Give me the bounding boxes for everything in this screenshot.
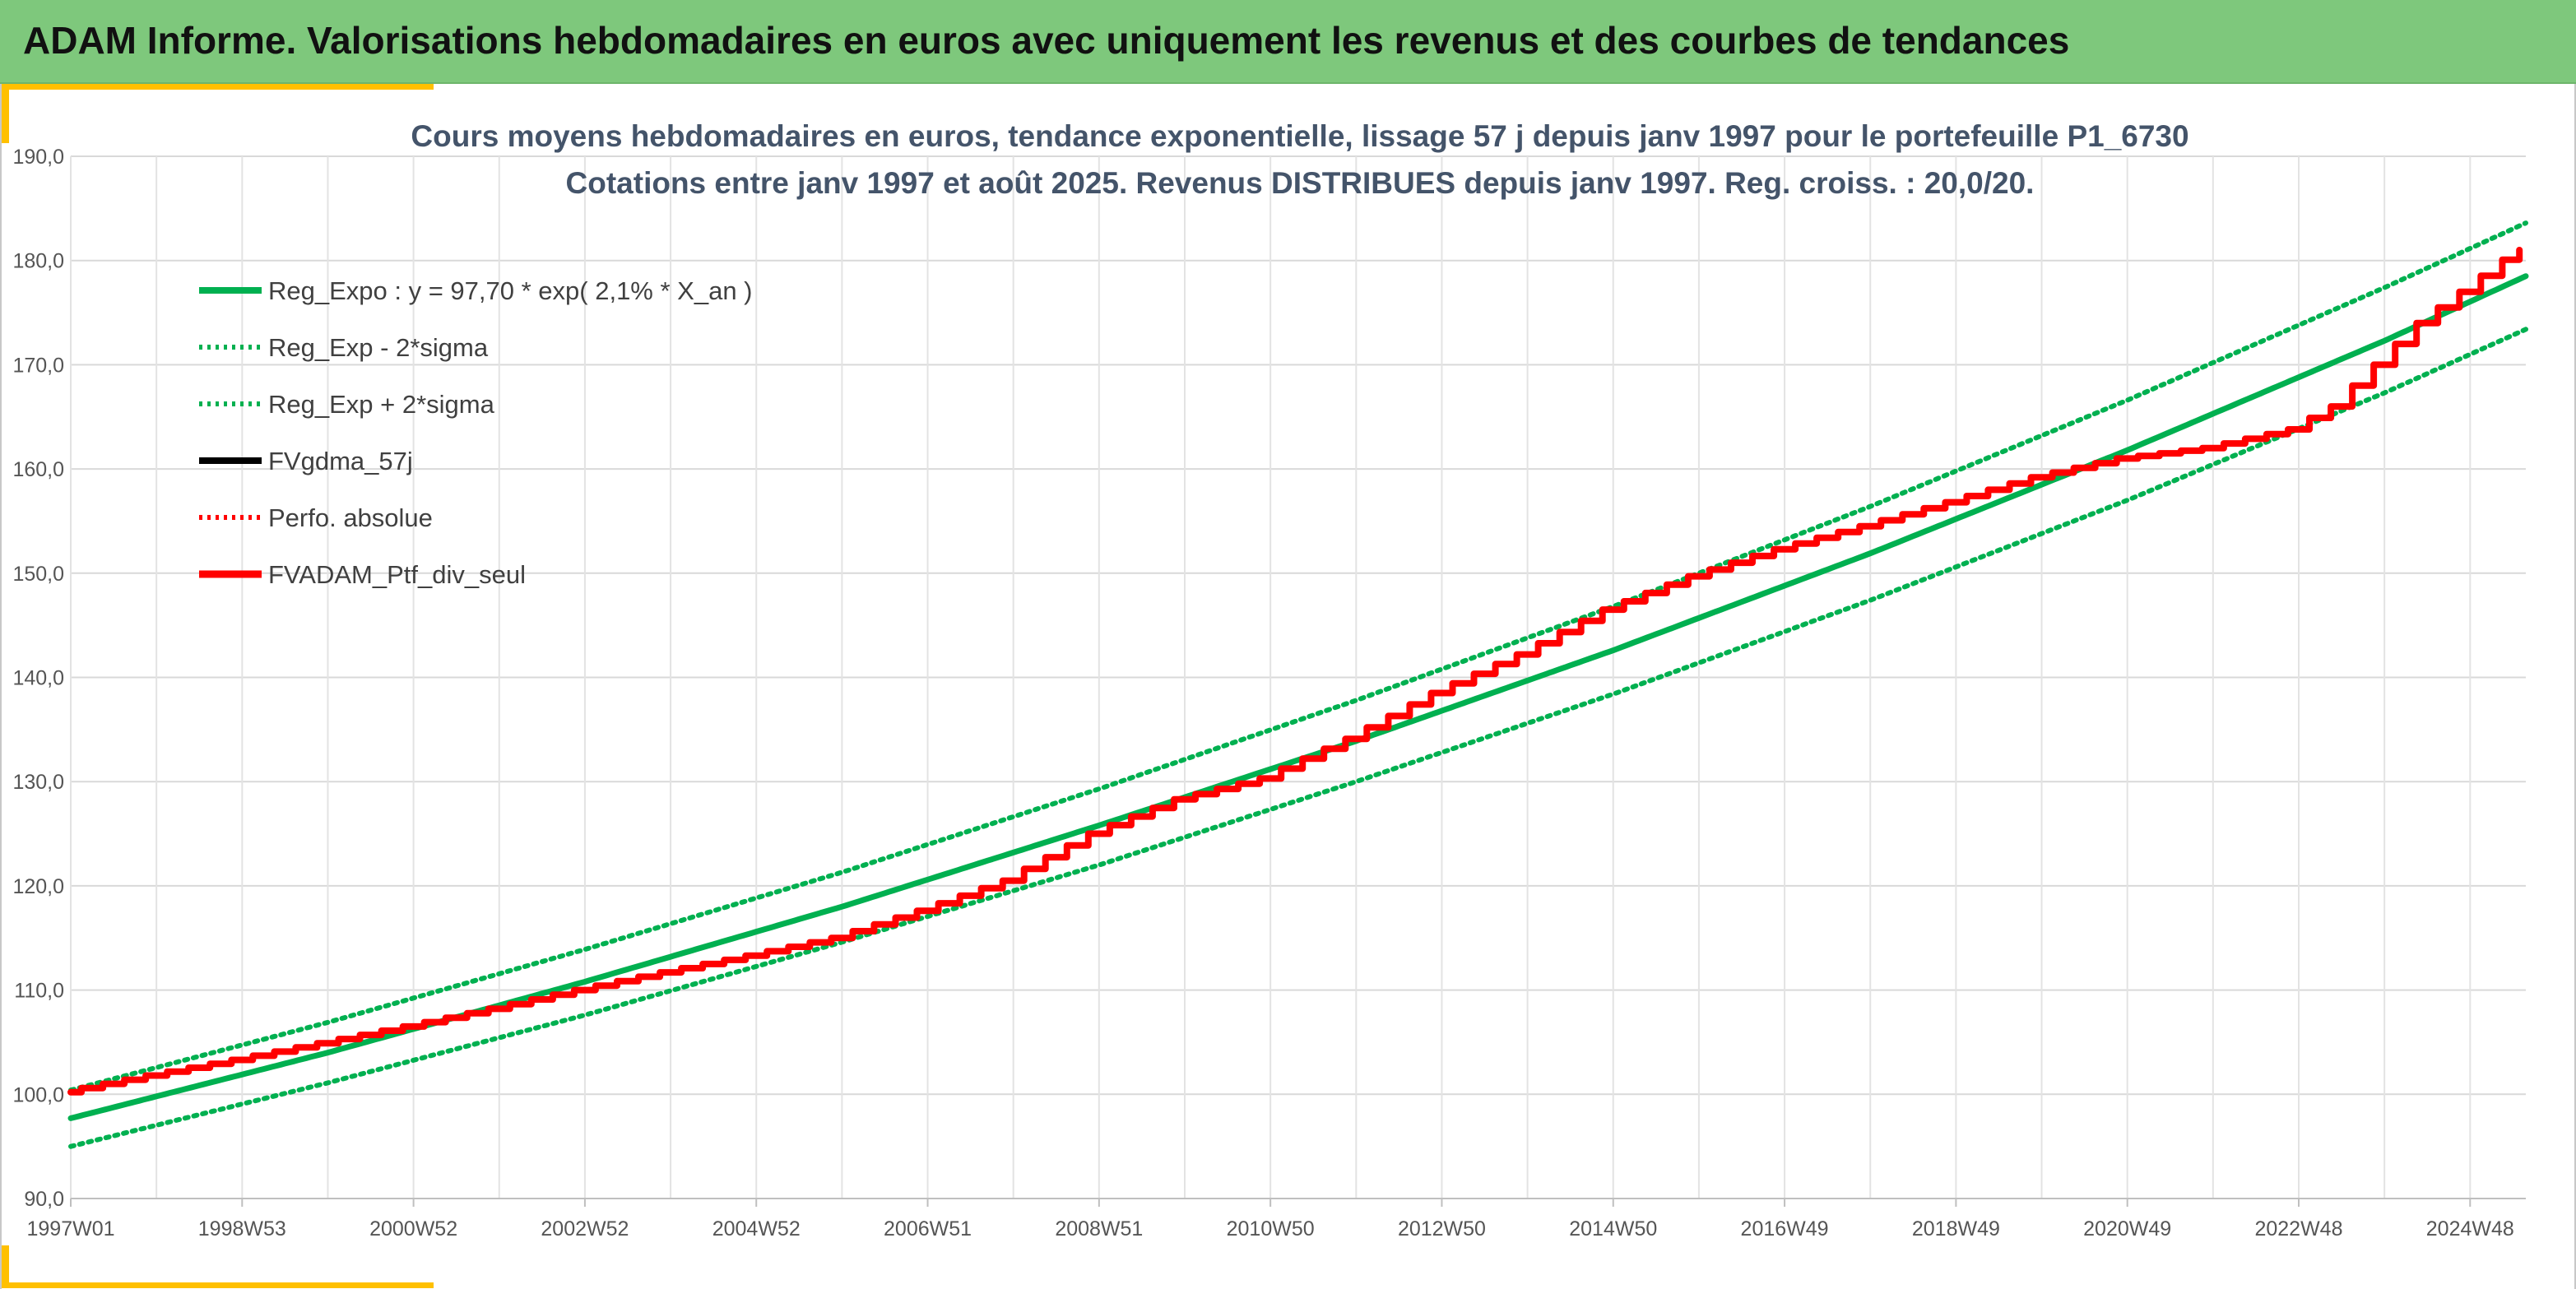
line-chart: Cours moyens hebdomadaires en euros, ten…: [12, 119, 2529, 1240]
header-banner: ADAM Informe. Valorisations hebdomadaire…: [0, 0, 2576, 84]
legend-label-reg-exp-plus: Reg_Exp + 2*sigma: [268, 390, 495, 419]
chart-series: [67, 220, 2529, 1149]
chart-legend: Reg_Expo : y = 97,70 * exp( 2,1% * X_an …: [199, 276, 753, 589]
x-tick-label: 2020W49: [2083, 1217, 2171, 1240]
x-tick-label: 2000W52: [369, 1217, 457, 1240]
legend-label-reg-expo: Reg_Expo : y = 97,70 * exp( 2,1% * X_an …: [268, 276, 753, 305]
chart-title-line-1: Cours moyens hebdomadaires en euros, ten…: [411, 119, 2188, 153]
chart-title-line-2: Cotations entre janv 1997 et août 2025. …: [566, 166, 2035, 200]
y-tick-label: 190,0: [12, 146, 64, 169]
series-fvgdma: [69, 248, 2521, 1094]
x-tick-label: 2002W52: [541, 1217, 629, 1240]
x-tick-label: 2024W48: [2426, 1217, 2514, 1240]
x-tick-label: 2014W50: [1569, 1217, 1657, 1240]
x-tick-label: 1997W01: [26, 1217, 114, 1240]
accent-bar-bottom-left: [2, 1245, 9, 1288]
accent-bar-left: [2, 84, 9, 143]
y-tick-label: 130,0: [12, 771, 64, 794]
x-tick-label: 2004W52: [712, 1217, 801, 1240]
legend-label-fvgdma: FVgdma_57j: [268, 447, 413, 475]
y-tick-label: 120,0: [12, 875, 64, 898]
legend-label-perfo-absolue: Perfo. absolue: [268, 503, 433, 532]
y-tick-label: 100,0: [12, 1083, 64, 1106]
series-reg-exp-plus: [68, 220, 2528, 1093]
legend-label-reg-exp-minus: Reg_Exp - 2*sigma: [268, 333, 489, 362]
y-tick-label: 110,0: [14, 980, 64, 1003]
x-tick-label: 2006W51: [884, 1217, 972, 1240]
x-tick-label: 2010W50: [1227, 1217, 1315, 1240]
y-tick-label: 170,0: [12, 354, 64, 377]
chart-axes: 90,0 100,0 110,0 120,0 130,0 140,0 150,0 160,0 1…: [12, 146, 2526, 1240]
x-tick-label: 1998W53: [198, 1217, 286, 1240]
series-reg-exp-minus: [68, 327, 2528, 1149]
chart-frame: Cours moyens hebdomadaires en euros, ten…: [0, 84, 2576, 1289]
x-tick-label: 2008W51: [1055, 1217, 1143, 1240]
y-tick-label: 140,0: [12, 667, 64, 690]
y-tick-label: 150,0: [12, 563, 64, 586]
chart-grid: [70, 155, 2526, 1199]
legend-label-fvadam: FVADAM_Ptf_div_seul: [268, 560, 526, 589]
x-tick-label: 2012W50: [1398, 1217, 1486, 1240]
x-tick-label: 2022W48: [2254, 1217, 2342, 1240]
x-tick-label: 2016W49: [1741, 1217, 1829, 1240]
series-fvadam: [67, 247, 2523, 1096]
accent-bar-top: [2, 84, 434, 90]
y-tick-label: 180,0: [12, 250, 64, 273]
page-title: ADAM Informe. Valorisations hebdomadaire…: [23, 19, 2070, 62]
y-tick-label: 160,0: [12, 458, 64, 481]
series-perfo-absolue: [69, 248, 2522, 1094]
x-tick-label: 2018W49: [1912, 1217, 2000, 1240]
accent-bar-bottom: [2, 1282, 434, 1288]
y-tick-label: 90,0: [24, 1188, 64, 1211]
